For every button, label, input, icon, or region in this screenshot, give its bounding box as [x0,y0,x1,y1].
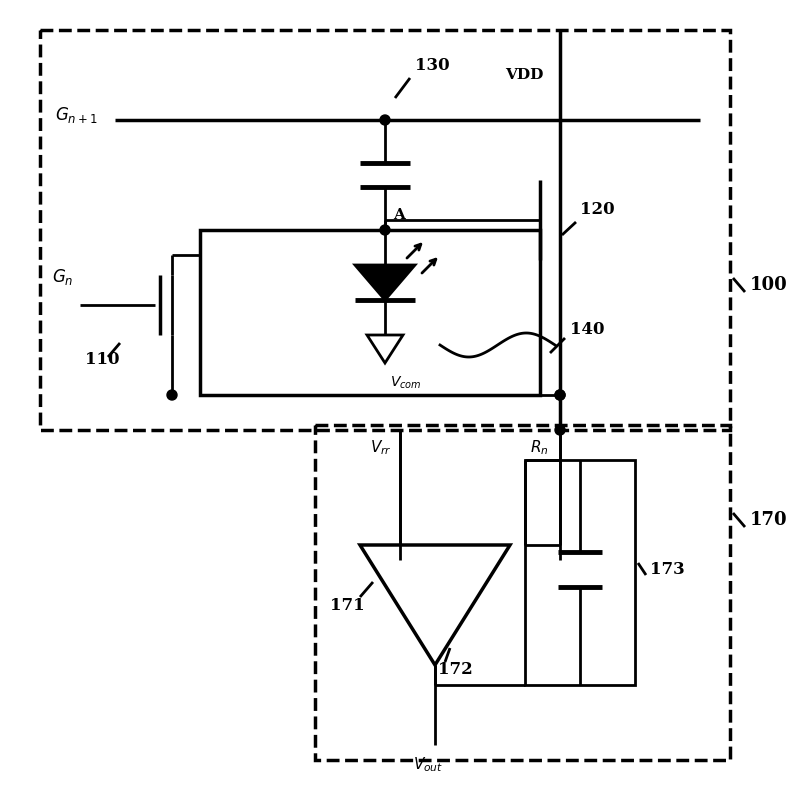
Text: $V_{rr}$: $V_{rr}$ [370,439,392,458]
Circle shape [555,425,565,435]
Text: $G_{n+1}$: $G_{n+1}$ [55,105,98,125]
Bar [525,460,635,685]
Bar [315,425,730,760]
Text: VDD: VDD [505,68,543,82]
Polygon shape [355,265,415,300]
Text: A: A [393,208,405,222]
Circle shape [380,115,390,125]
Circle shape [555,390,565,400]
Text: $V_{out}$: $V_{out}$ [413,756,443,774]
Text: $V_{com}$: $V_{com}$ [390,374,422,391]
Text: $G_n$: $G_n$ [52,267,74,287]
Text: 140: 140 [570,322,605,338]
Bar [40,30,730,430]
Circle shape [167,390,177,400]
Text: 173: 173 [650,561,685,579]
Text: 130: 130 [415,57,450,74]
Circle shape [555,390,565,400]
Text: 170: 170 [750,511,788,529]
Text: 120: 120 [580,202,614,218]
Text: 100: 100 [750,276,788,294]
Text: 172: 172 [438,662,473,678]
Bar [200,230,540,395]
Text: $R_n$: $R_n$ [530,439,549,458]
Text: 171: 171 [330,597,365,614]
Text: 110: 110 [85,352,119,368]
Circle shape [380,225,390,235]
